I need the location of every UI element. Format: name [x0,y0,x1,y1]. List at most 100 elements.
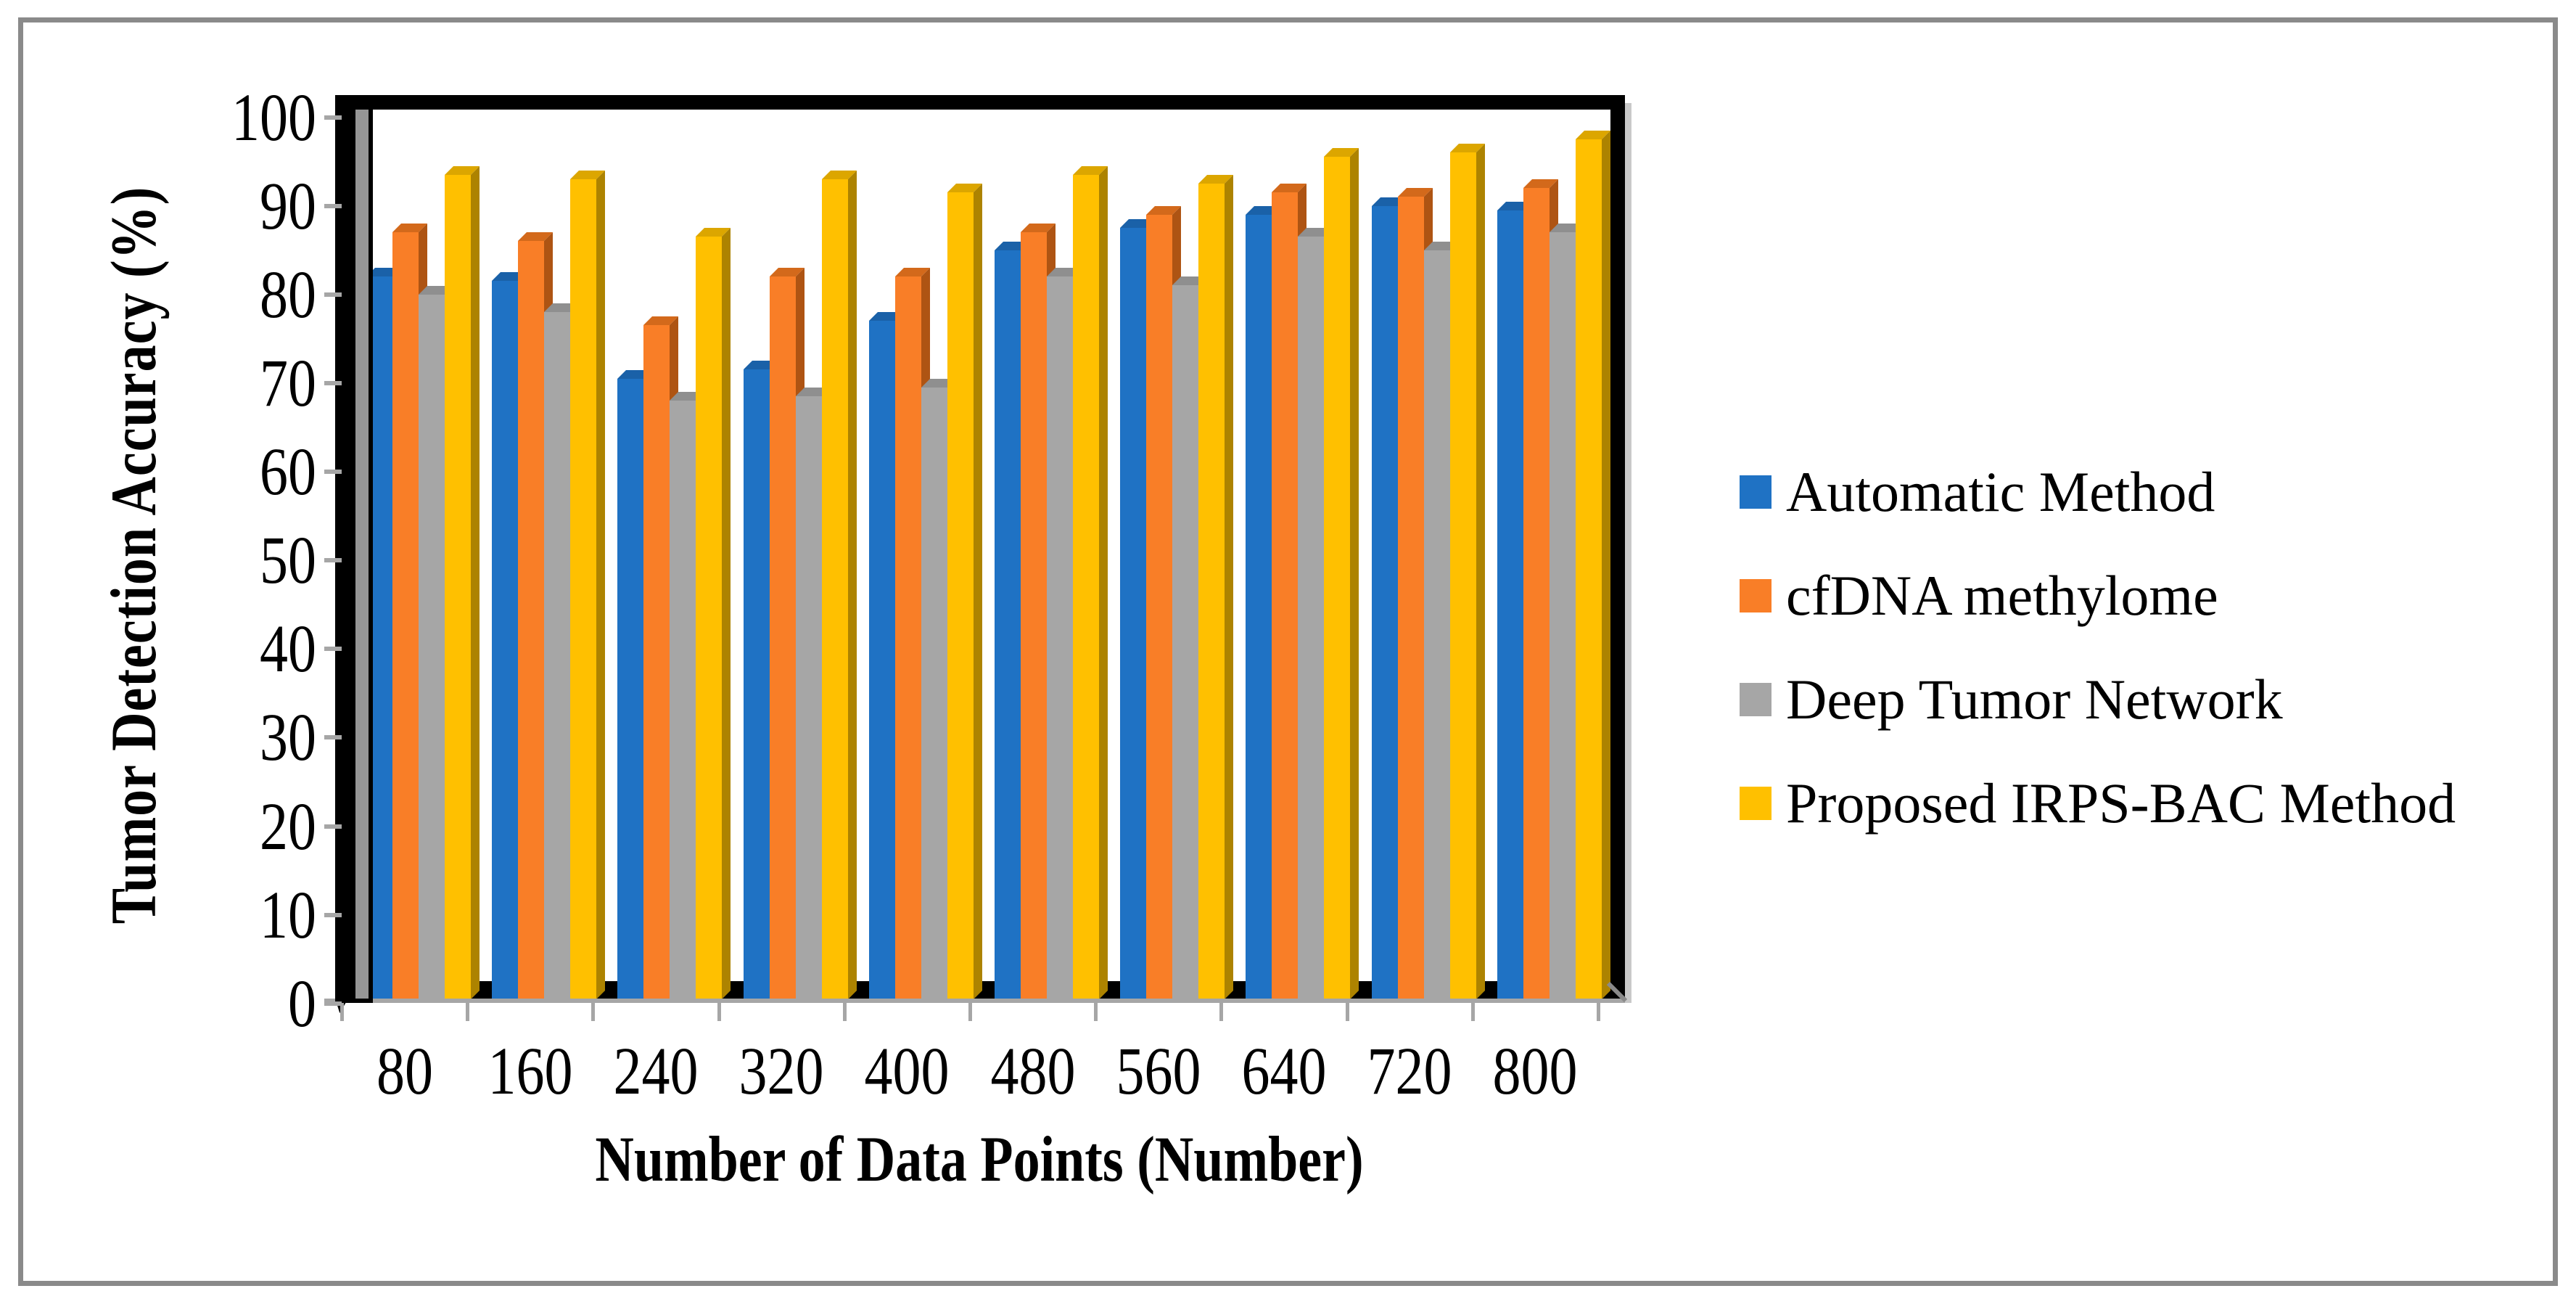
bar-cfdna-methylome-480 [1021,232,1047,999]
bar-proposed-irps-bac-method-240 [696,237,723,999]
y-tick-label-70: 70 [260,345,316,421]
y-tick-30 [324,735,342,739]
bar-proposed-irps-bac-method-480 [1073,175,1099,999]
x-tick-label-320: 320 [738,1033,824,1109]
bar-automatic-method-400 [868,321,895,999]
y-tick-label-60: 60 [260,433,316,509]
x-tick-1 [466,1003,469,1021]
bar-proposed-irps-bac-method-160 [570,179,597,999]
legend-label-proposed-irps-bac-method: Proposed IRPS-BAC Method [1786,771,2456,835]
x-tick-label-160: 160 [487,1033,573,1109]
bar-automatic-method-800 [1497,210,1523,999]
legend-swatch-deep-tumor-network [1740,683,1771,716]
bar-proposed-irps-bac-method-560-side [1225,175,1234,999]
x-tick-6 [1094,1003,1098,1021]
legend-swatch-proposed-irps-bac-method [1740,787,1771,820]
x-tick-2 [591,1003,595,1021]
x-tick-8 [1346,1003,1349,1021]
plot-frame-right [1610,95,1625,999]
bar-cfdna-methylome-640 [1272,192,1299,999]
bar-cfdna-methylome-160 [518,241,545,999]
legend-swatch-automatic-method [1740,475,1771,509]
bar-cfdna-methylome-80 [392,232,419,999]
y-tick-10 [324,913,342,917]
x-tick-3 [717,1003,721,1021]
bar-deep-tumor-network-160 [544,312,571,999]
legend-swatch-cfdna-methylome [1740,579,1771,612]
bar-deep-tumor-network-640 [1298,237,1325,999]
x-tick-label-800: 800 [1492,1033,1578,1109]
y-tick-label-20: 20 [260,788,316,864]
y-tick-label-30: 30 [260,699,316,775]
y-tick-100 [324,115,342,120]
y-tick-label-100: 100 [231,79,316,155]
bar-proposed-irps-bac-method-640 [1324,157,1351,999]
x-tick-label-80: 80 [376,1033,433,1109]
bar-deep-tumor-network-240 [670,401,696,999]
x-tick-label-480: 480 [990,1033,1076,1109]
x-tick-label-720: 720 [1367,1033,1452,1109]
bar-proposed-irps-bac-method-720 [1449,152,1476,999]
legend-label-deep-tumor-network: Deep Tumor Network [1786,668,2283,731]
legend-label-cfdna-methylome: cfDNA methylome [1786,564,2218,627]
bar-deep-tumor-network-480 [1047,276,1073,999]
bar-deep-tumor-network-80 [419,295,445,999]
x-axis-title: Number of Data Points (Number) [595,1123,1364,1196]
y-tick-label-40: 40 [260,610,316,687]
x-tick-5 [968,1003,972,1021]
y-tick-label-10: 10 [260,877,316,953]
bar-deep-tumor-network-800 [1549,232,1576,999]
x-tick-label-640: 640 [1241,1033,1327,1109]
bar-proposed-irps-bac-method-240-side [722,228,731,999]
figure-border [18,17,2558,1286]
x-tick-0 [340,1003,344,1021]
bar-cfdna-methylome-560 [1146,215,1173,999]
x-axis-line [324,999,1625,1003]
x-tick-label-400: 400 [864,1033,950,1109]
bar-cfdna-methylome-240 [643,325,670,999]
plot-frame-top [335,95,1624,110]
bar-proposed-irps-bac-method-320 [821,179,848,999]
y-tick-label-50: 50 [260,522,316,598]
bar-automatic-method-240 [617,379,644,999]
bar-proposed-irps-bac-method-560 [1198,184,1225,999]
bar-deep-tumor-network-560 [1172,285,1199,999]
y-tick-60 [324,470,342,474]
x-tick-4 [843,1003,847,1021]
bar-deep-tumor-network-320 [795,396,822,999]
y-tick-50 [324,558,342,562]
bar-proposed-irps-bac-method-80-side [471,166,480,999]
y-axis-title: Tumor Detection Accuracy (%) [98,186,170,925]
y-tick-label-0: 0 [288,965,316,1041]
y-tick-90 [324,204,342,208]
bar-proposed-irps-bac-method-800 [1575,139,1602,999]
y-tick-40 [324,647,342,651]
bar-automatic-method-320 [743,369,770,999]
legend-label-automatic-method: Automatic Method [1786,460,2215,523]
y-tick-label-90: 90 [260,168,316,244]
bar-cfdna-methylome-720 [1397,197,1424,999]
y-tick-label-80: 80 [260,256,316,332]
bar-proposed-irps-bac-method-480-side [1099,166,1108,999]
bar-cfdna-methylome-320 [769,276,796,999]
plot-frame-right-shadow [1625,103,1631,1003]
bar-cfdna-methylome-400 [894,276,921,999]
y-tick-80 [324,292,342,297]
x-tick-label-560: 560 [1116,1033,1201,1109]
x-tick-7 [1219,1003,1223,1021]
bar-automatic-method-480 [995,250,1021,999]
plot-wall-left-strip [355,102,369,999]
x-tick-label-240: 240 [613,1033,699,1109]
bar-automatic-method-640 [1246,215,1272,999]
bar-proposed-irps-bac-method-80 [445,175,471,999]
bar-proposed-irps-bac-method-400-side [973,184,982,999]
bar-deep-tumor-network-400 [921,388,947,999]
bar-proposed-irps-bac-method-800-side [1601,131,1610,999]
bar-proposed-irps-bac-method-320-side [847,171,857,999]
bar-proposed-irps-bac-method-400 [947,192,974,999]
y-tick-0 [324,1001,342,1006]
y-tick-20 [324,824,342,829]
bar-cfdna-methylome-800 [1523,188,1550,999]
bar-deep-tumor-network-720 [1423,250,1450,999]
